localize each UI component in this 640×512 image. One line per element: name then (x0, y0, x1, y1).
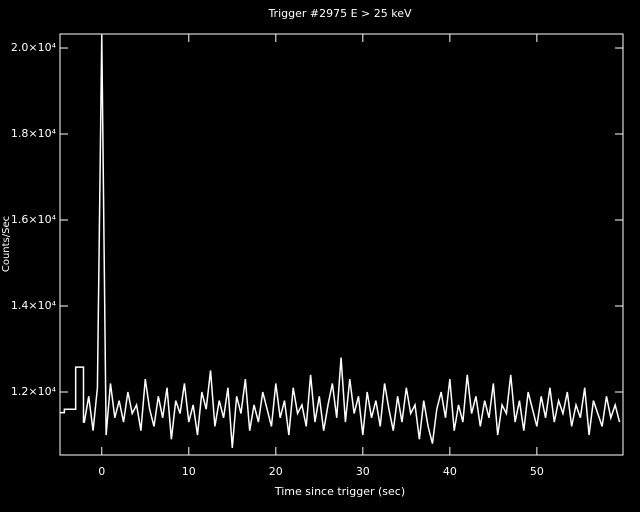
x-tick-label: 50 (530, 465, 544, 478)
y-tick-label: 1.6×10⁴ (11, 213, 57, 226)
chart-title: Trigger #2975 E > 25 keV (267, 7, 412, 20)
x-axis-label: Time since trigger (sec) (274, 485, 405, 498)
y-tick-label: 1.2×10⁴ (11, 385, 57, 398)
plot-frame (59, 33, 624, 456)
x-tick-label: 30 (356, 465, 370, 478)
y-tick-label: 2.0×10⁴ (11, 41, 57, 54)
x-tick-label: 40 (443, 465, 457, 478)
x-tick-label: 20 (269, 465, 283, 478)
y-axis-label: Counts/Sec (1, 216, 12, 272)
y-tick-label: 1.4×10⁴ (11, 299, 57, 312)
x-tick-label: 10 (182, 465, 196, 478)
x-tick-label: 0 (98, 465, 105, 478)
light-curve (60, 35, 621, 448)
y-tick-label: 1.8×10⁴ (11, 127, 57, 140)
